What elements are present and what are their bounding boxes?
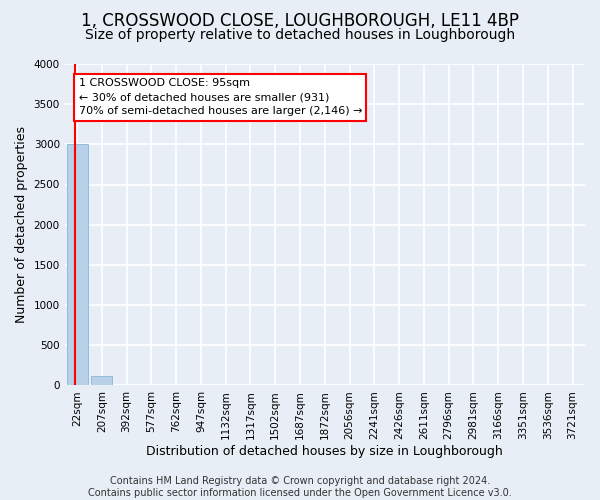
- Text: Contains HM Land Registry data © Crown copyright and database right 2024.
Contai: Contains HM Land Registry data © Crown c…: [88, 476, 512, 498]
- Text: 1, CROSSWOOD CLOSE, LOUGHBOROUGH, LE11 4BP: 1, CROSSWOOD CLOSE, LOUGHBOROUGH, LE11 4…: [81, 12, 519, 30]
- Bar: [91, 376, 112, 386]
- Text: Size of property relative to detached houses in Loughborough: Size of property relative to detached ho…: [85, 28, 515, 42]
- Y-axis label: Number of detached properties: Number of detached properties: [15, 126, 28, 323]
- Bar: [67, 144, 88, 386]
- Text: 1 CROSSWOOD CLOSE: 95sqm
← 30% of detached houses are smaller (931)
70% of semi-: 1 CROSSWOOD CLOSE: 95sqm ← 30% of detach…: [79, 78, 362, 116]
- X-axis label: Distribution of detached houses by size in Loughborough: Distribution of detached houses by size …: [146, 444, 503, 458]
